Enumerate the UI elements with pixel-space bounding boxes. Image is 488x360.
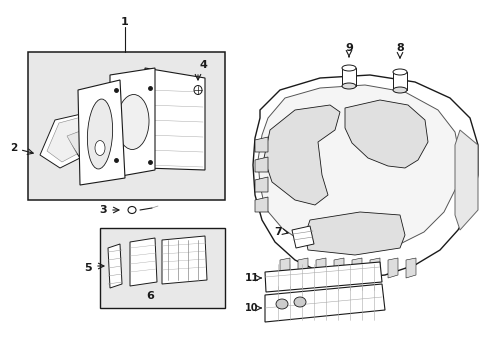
Ellipse shape [128,207,136,213]
Polygon shape [47,116,93,162]
Polygon shape [280,258,289,278]
Bar [392,72,406,90]
Polygon shape [254,177,267,192]
Polygon shape [258,85,459,252]
Bar [341,68,355,86]
Polygon shape [130,238,157,286]
Polygon shape [254,197,267,212]
Polygon shape [297,258,307,278]
Polygon shape [264,262,381,292]
Text: 8: 8 [395,43,403,53]
Text: 2: 2 [10,143,18,153]
Polygon shape [333,258,343,278]
Polygon shape [405,258,415,278]
Ellipse shape [95,140,105,156]
Bar [28,52,224,200]
Bar [100,228,224,308]
Polygon shape [110,68,155,178]
Polygon shape [345,100,427,168]
Polygon shape [254,137,267,152]
Ellipse shape [341,83,355,89]
Ellipse shape [341,65,355,71]
Text: 4: 4 [199,60,206,70]
Ellipse shape [275,299,287,309]
Text: 11: 11 [244,273,259,283]
Polygon shape [454,130,477,230]
Polygon shape [78,80,125,185]
Text: 5: 5 [84,263,92,273]
Text: 7: 7 [274,227,281,237]
Ellipse shape [392,69,406,75]
Polygon shape [305,212,404,255]
Text: 10: 10 [245,303,258,313]
Text: 6: 6 [146,291,154,301]
Polygon shape [162,236,206,284]
Ellipse shape [117,95,149,149]
Text: 9: 9 [345,43,352,53]
Polygon shape [40,112,100,168]
Polygon shape [254,157,267,172]
Polygon shape [369,258,379,278]
Polygon shape [264,105,339,205]
Polygon shape [315,258,325,278]
Polygon shape [351,258,361,278]
Ellipse shape [293,297,305,307]
Polygon shape [108,244,122,288]
Polygon shape [291,226,313,248]
Ellipse shape [87,99,112,169]
Polygon shape [145,68,204,170]
Polygon shape [264,284,384,322]
Polygon shape [387,258,397,278]
Text: 3: 3 [99,205,106,215]
Polygon shape [252,75,477,278]
Ellipse shape [194,85,202,94]
Text: 1: 1 [121,17,129,27]
Ellipse shape [392,87,406,93]
